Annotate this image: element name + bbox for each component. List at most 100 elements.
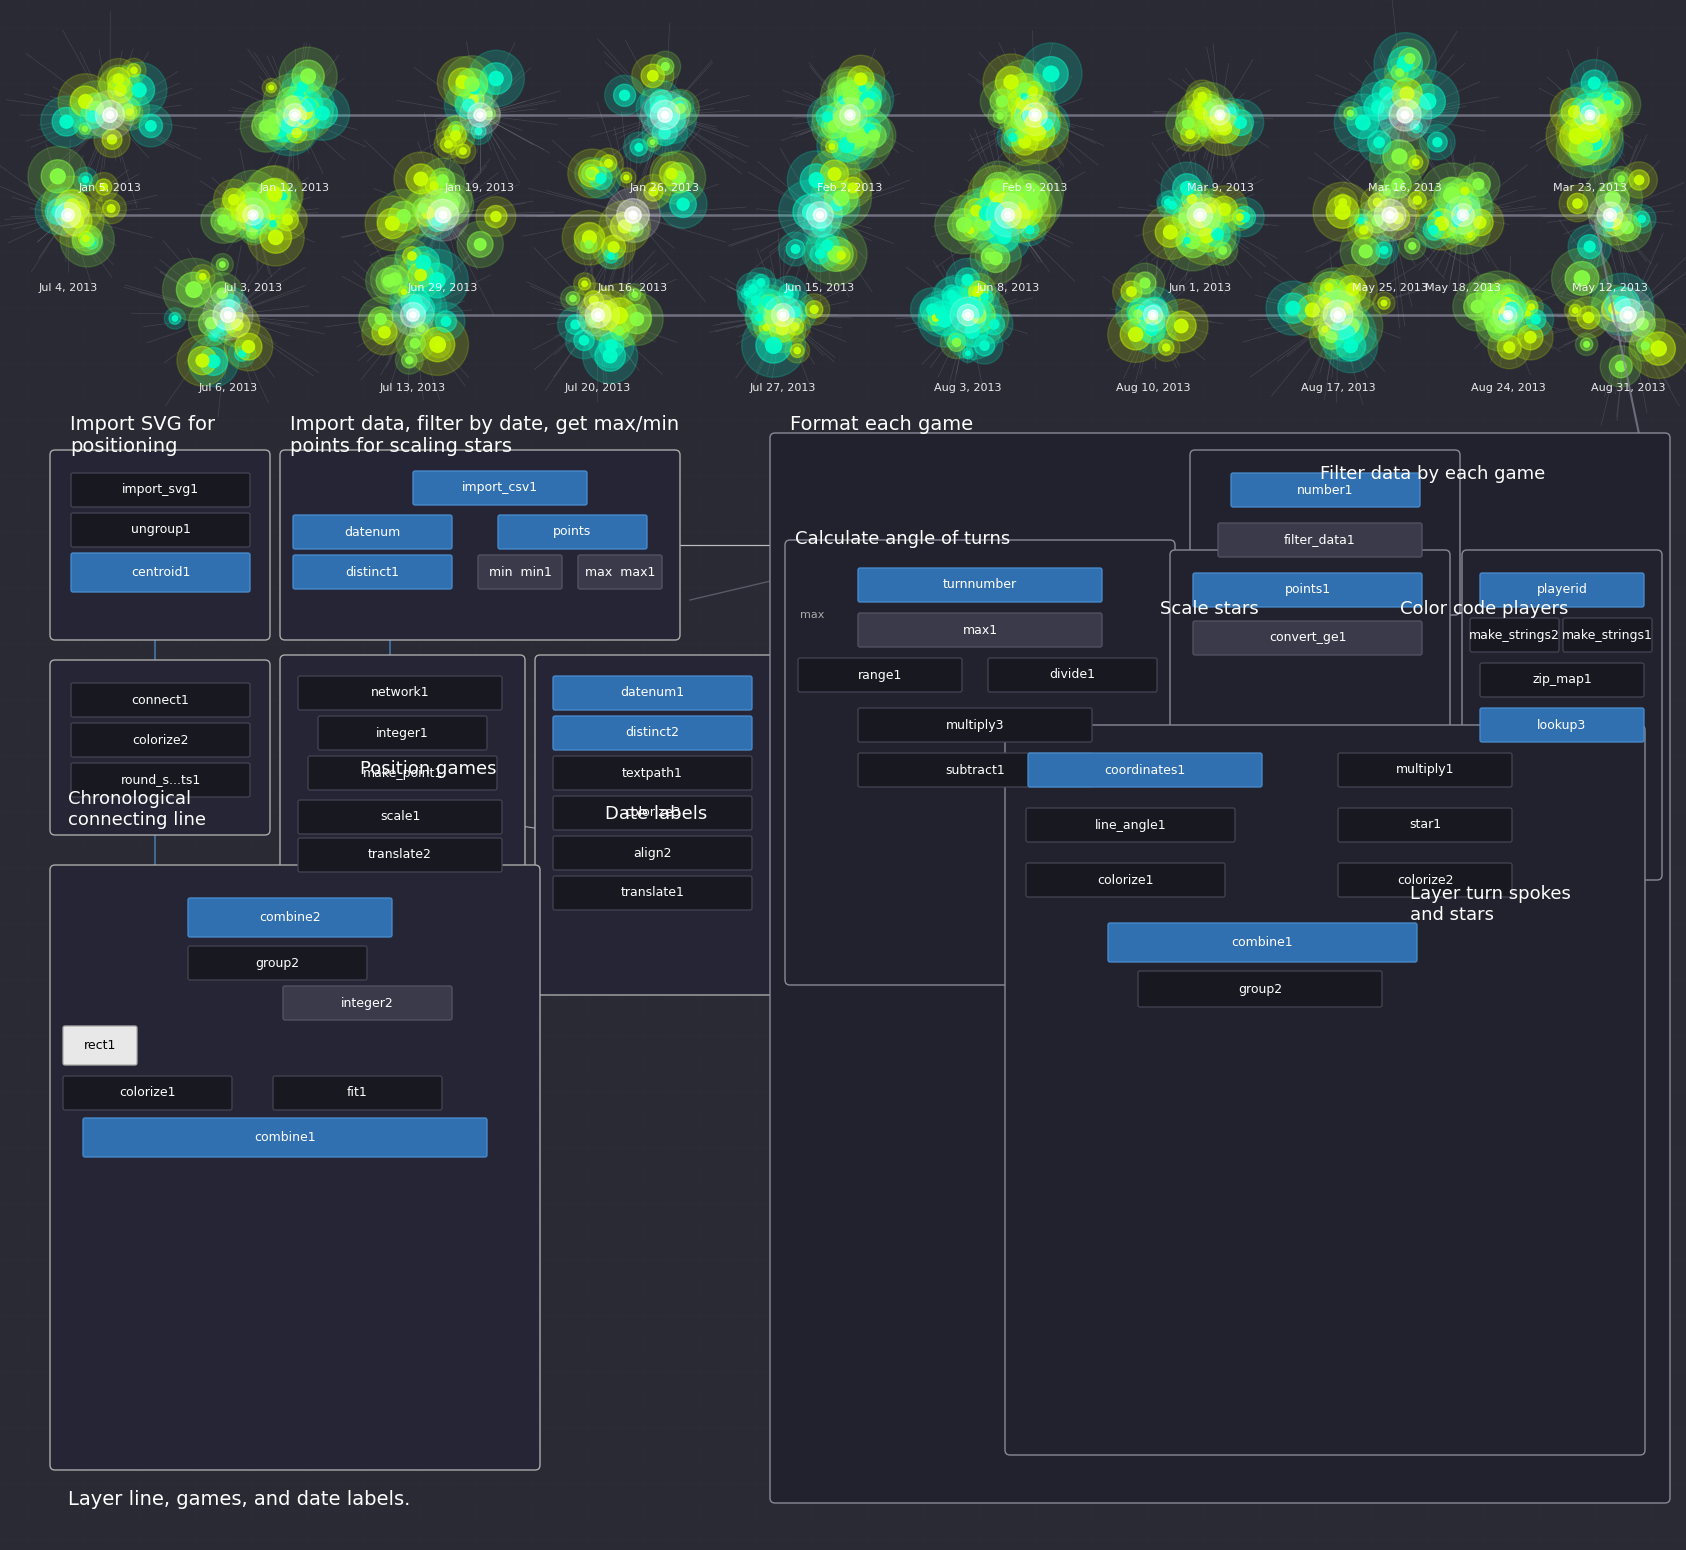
Text: zip_map1: zip_map1 bbox=[1533, 674, 1592, 687]
Circle shape bbox=[1163, 344, 1170, 350]
Circle shape bbox=[1634, 211, 1649, 226]
Circle shape bbox=[1017, 130, 1027, 141]
Circle shape bbox=[629, 288, 641, 301]
Circle shape bbox=[580, 237, 597, 253]
Circle shape bbox=[835, 81, 868, 115]
Circle shape bbox=[410, 338, 420, 349]
Circle shape bbox=[777, 324, 789, 335]
Circle shape bbox=[1286, 301, 1300, 315]
Circle shape bbox=[1588, 113, 1592, 118]
Circle shape bbox=[470, 84, 479, 93]
Circle shape bbox=[1199, 208, 1221, 229]
Circle shape bbox=[56, 203, 81, 228]
Circle shape bbox=[1310, 271, 1356, 316]
Circle shape bbox=[1447, 183, 1458, 197]
FancyBboxPatch shape bbox=[71, 722, 250, 756]
Circle shape bbox=[1452, 215, 1463, 226]
Circle shape bbox=[1214, 242, 1231, 259]
Circle shape bbox=[605, 160, 612, 167]
Circle shape bbox=[1140, 318, 1163, 341]
Circle shape bbox=[931, 305, 959, 335]
Circle shape bbox=[558, 307, 593, 343]
Circle shape bbox=[1428, 205, 1448, 225]
Circle shape bbox=[1573, 308, 1578, 313]
Circle shape bbox=[1152, 313, 1155, 318]
Circle shape bbox=[824, 101, 858, 133]
Circle shape bbox=[1480, 281, 1538, 336]
Circle shape bbox=[1597, 183, 1629, 215]
Circle shape bbox=[1580, 122, 1595, 138]
Circle shape bbox=[919, 291, 964, 336]
Circle shape bbox=[968, 166, 1027, 225]
Circle shape bbox=[993, 186, 1028, 220]
Circle shape bbox=[283, 79, 334, 130]
Circle shape bbox=[474, 109, 486, 121]
Circle shape bbox=[108, 135, 116, 144]
FancyBboxPatch shape bbox=[51, 865, 540, 1469]
Circle shape bbox=[1460, 226, 1479, 245]
Circle shape bbox=[1384, 189, 1391, 195]
Circle shape bbox=[1173, 118, 1207, 152]
Circle shape bbox=[1211, 105, 1229, 126]
Circle shape bbox=[199, 274, 206, 279]
Circle shape bbox=[980, 184, 1020, 223]
Circle shape bbox=[1413, 160, 1420, 166]
Circle shape bbox=[101, 129, 121, 149]
Circle shape bbox=[1005, 95, 1049, 138]
Text: fit1: fit1 bbox=[347, 1087, 368, 1099]
Circle shape bbox=[942, 287, 971, 316]
Circle shape bbox=[1366, 208, 1389, 232]
Circle shape bbox=[959, 305, 968, 315]
Circle shape bbox=[1578, 127, 1610, 160]
Circle shape bbox=[271, 127, 280, 135]
Circle shape bbox=[1595, 113, 1612, 127]
Circle shape bbox=[379, 327, 389, 338]
Circle shape bbox=[833, 98, 867, 132]
FancyBboxPatch shape bbox=[1480, 574, 1644, 608]
Circle shape bbox=[1415, 212, 1452, 248]
Circle shape bbox=[443, 56, 501, 113]
Circle shape bbox=[1467, 274, 1511, 318]
Circle shape bbox=[1426, 220, 1447, 240]
Circle shape bbox=[278, 115, 315, 150]
Circle shape bbox=[990, 192, 1012, 215]
Circle shape bbox=[1320, 281, 1345, 307]
Circle shape bbox=[1013, 184, 1049, 220]
Circle shape bbox=[1568, 194, 1588, 214]
Circle shape bbox=[803, 205, 819, 220]
Circle shape bbox=[415, 200, 442, 226]
Circle shape bbox=[1194, 91, 1224, 122]
Circle shape bbox=[1195, 102, 1202, 109]
Circle shape bbox=[248, 209, 258, 220]
Circle shape bbox=[1217, 99, 1264, 146]
Circle shape bbox=[83, 177, 89, 183]
Circle shape bbox=[942, 285, 961, 304]
Circle shape bbox=[1399, 48, 1421, 70]
Circle shape bbox=[803, 236, 838, 271]
Circle shape bbox=[1200, 186, 1248, 232]
Circle shape bbox=[1308, 268, 1361, 321]
Circle shape bbox=[1565, 299, 1587, 321]
Circle shape bbox=[1420, 93, 1436, 109]
Circle shape bbox=[1324, 319, 1377, 372]
Circle shape bbox=[464, 88, 484, 110]
Circle shape bbox=[823, 112, 833, 122]
Circle shape bbox=[1182, 118, 1194, 129]
Circle shape bbox=[401, 352, 416, 367]
Circle shape bbox=[1199, 209, 1217, 228]
Circle shape bbox=[1492, 290, 1519, 316]
Circle shape bbox=[1499, 305, 1517, 324]
Circle shape bbox=[636, 144, 642, 152]
Circle shape bbox=[1352, 237, 1379, 265]
Text: colorize2: colorize2 bbox=[132, 733, 189, 747]
Circle shape bbox=[164, 308, 185, 329]
Circle shape bbox=[1637, 318, 1649, 330]
Circle shape bbox=[600, 301, 615, 316]
Circle shape bbox=[860, 93, 873, 105]
Circle shape bbox=[123, 104, 133, 115]
Circle shape bbox=[840, 138, 855, 152]
Text: subtract1: subtract1 bbox=[946, 764, 1005, 777]
Circle shape bbox=[956, 268, 980, 291]
Circle shape bbox=[1376, 107, 1381, 112]
Circle shape bbox=[1155, 299, 1209, 353]
